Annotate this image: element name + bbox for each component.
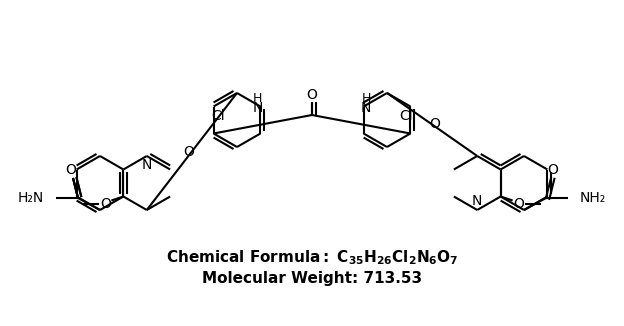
Text: O: O: [430, 117, 441, 131]
Text: O: O: [66, 163, 76, 177]
Text: N: N: [472, 194, 482, 208]
Text: N: N: [361, 101, 371, 115]
Text: O: O: [306, 88, 318, 102]
Text: O: O: [548, 163, 558, 177]
Text: $\bf{Chemical\ Formula:\ C_{35}H_{26}Cl_2N_6O_7}$: $\bf{Chemical\ Formula:\ C_{35}H_{26}Cl_…: [166, 249, 458, 267]
Text: O: O: [513, 197, 524, 211]
Text: H: H: [361, 92, 371, 105]
Text: Cl: Cl: [399, 110, 413, 124]
Text: NH₂: NH₂: [580, 191, 607, 205]
Text: Molecular Weight: 713.53: Molecular Weight: 713.53: [202, 271, 422, 286]
Text: O: O: [100, 197, 111, 211]
Text: N: N: [253, 101, 263, 115]
Text: H: H: [253, 92, 263, 105]
Text: O: O: [183, 144, 194, 158]
Text: Cl: Cl: [211, 110, 225, 124]
Text: N: N: [142, 158, 152, 172]
Text: H₂N: H₂N: [17, 191, 44, 205]
